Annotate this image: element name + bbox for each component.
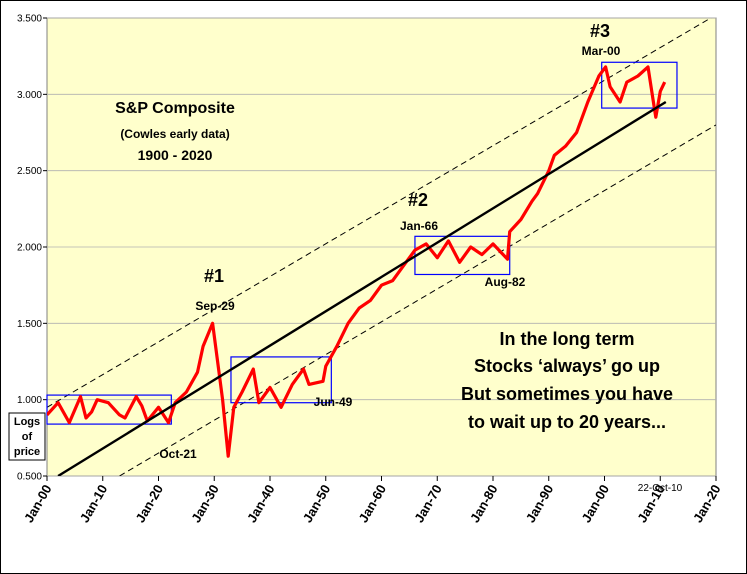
label-jan-66: Jan-66 [400, 219, 438, 233]
y-axis-ticks: 0.500 1.000 1.500 2.000 2.500 3.000 3.500 [17, 14, 47, 483]
y-tick-label-6: 3.500 [17, 14, 42, 25]
label-period-3: #3 [590, 21, 610, 41]
chart-subtitle: (Cowles early data) [120, 127, 229, 141]
label-jun-49: Jun-49 [314, 395, 353, 409]
grid [47, 17, 716, 477]
note-line-4: to wait up to 20 years... [468, 412, 666, 432]
x-tick-label-1: Jan-10 [77, 482, 111, 525]
x-tick-label-5: Jan-50 [300, 482, 334, 525]
chart-title: S&P Composite [115, 100, 235, 117]
ylabel-line-1: Logs [14, 416, 40, 428]
x-tick-label-10: Jan-00 [579, 482, 613, 525]
ylabel-box [8, 412, 46, 461]
x-tick-label-0: Jan-00 [21, 482, 55, 525]
ylabel-line-2: of [22, 431, 33, 443]
y-tick-label-3: 2.000 [17, 243, 42, 254]
channels [47, 18, 716, 476]
label-mar-00: Mar-00 [582, 44, 621, 58]
date-stamp: 22-Oct-10 [638, 483, 683, 494]
box-2000-2013 [601, 61, 678, 109]
x-tick-label-12: Jan-20 [690, 482, 724, 525]
box-1933-1951 [230, 356, 332, 404]
x-axis-ticks: Jan-00 Jan-10 Jan-20 Jan-30 Jan-40 Jan-50 Jan-… [21, 476, 724, 525]
label-period-1: #1 [204, 266, 224, 286]
x-tick-label-8: Jan-80 [467, 482, 501, 525]
y-tick-label-1: 1.000 [17, 395, 42, 406]
trend-line [57, 100, 667, 476]
note-line-1: In the long term [500, 329, 635, 349]
series-line-price [47, 65, 667, 458]
x-tick-label-4: Jan-40 [244, 482, 278, 525]
y-tick-label-0: 0.500 [17, 472, 42, 483]
chart-date-range: 1900 - 2020 [138, 147, 213, 163]
y-tick-label-2: 1.500 [17, 319, 42, 330]
ylabel-line-3: price [14, 446, 40, 458]
x-tick-label-9: Jan-90 [523, 482, 557, 525]
note-line-3: But sometimes you have [461, 384, 673, 404]
channel-line-3 [119, 124, 716, 476]
x-tick-label-2: Jan-20 [133, 482, 167, 525]
series-group [47, 65, 667, 476]
y-tick-label-5: 3.000 [17, 90, 42, 101]
label-period-2: #2 [408, 190, 428, 210]
label-oct-21: Oct-21 [159, 447, 197, 461]
x-tick-label-7: Jan-70 [411, 482, 445, 525]
y-tick-label-4: 2.500 [17, 166, 42, 177]
note-line-2: Stocks ‘always’ go up [474, 356, 660, 376]
label-aug-82: Aug-82 [485, 275, 526, 289]
x-tick-label-3: Jan-30 [188, 482, 222, 525]
x-tick-label-6: Jan-60 [356, 482, 390, 525]
label-sep-29: Sep-29 [195, 299, 235, 313]
